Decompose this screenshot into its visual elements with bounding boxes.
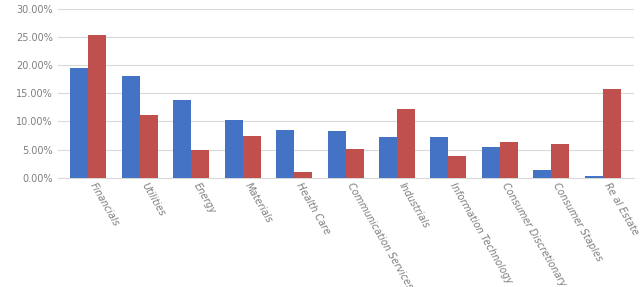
Bar: [379, 137, 397, 178]
Bar: [294, 172, 312, 178]
Bar: [276, 130, 294, 178]
Bar: [243, 136, 260, 178]
Bar: [328, 131, 346, 178]
Bar: [603, 89, 621, 178]
Bar: [397, 109, 415, 178]
Bar: [122, 76, 140, 178]
Bar: [482, 147, 500, 178]
Bar: [225, 120, 243, 178]
Bar: [346, 149, 364, 178]
Bar: [140, 115, 158, 178]
Bar: [431, 137, 449, 178]
Bar: [173, 100, 191, 178]
Bar: [551, 144, 570, 178]
Bar: [449, 156, 467, 178]
Bar: [88, 34, 106, 178]
Bar: [191, 150, 209, 178]
Bar: [585, 176, 603, 178]
Bar: [70, 68, 88, 178]
Bar: [533, 170, 551, 178]
Bar: [500, 142, 518, 178]
